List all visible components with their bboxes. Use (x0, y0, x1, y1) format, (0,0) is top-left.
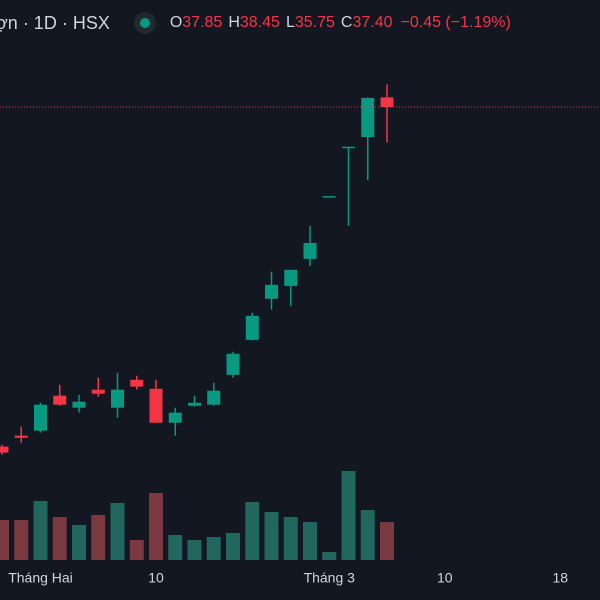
ohlc-value: 38.45 (239, 14, 280, 31)
ohlc-item: C37.40 (341, 14, 393, 31)
candle-body (303, 242, 317, 259)
volume-bar (110, 503, 125, 560)
candle-body (284, 269, 298, 286)
volume-bar (33, 501, 48, 560)
candle-body (226, 353, 240, 375)
x-tick-label: 10 (148, 570, 164, 586)
candle-body (265, 284, 278, 299)
ohlc-item: O37.85 (170, 14, 223, 31)
x-tick-label: Tháng Hai (8, 570, 73, 586)
candle-body (0, 446, 9, 453)
symbol: ợn · 1D · HSX (0, 12, 110, 33)
candle-body (361, 97, 375, 138)
volume-bar (283, 517, 298, 560)
candle-body (14, 435, 28, 438)
ohlc-item: H38.45 (228, 14, 280, 31)
volume-bar (380, 522, 394, 560)
volume-bar (91, 515, 106, 560)
volume-bar (168, 535, 183, 560)
candle-body (188, 402, 201, 406)
volume-bar (129, 540, 144, 560)
x-tick-label: 10 (437, 570, 453, 586)
ohlc-key: C (340, 14, 353, 31)
candle-body (322, 196, 336, 198)
x-tick-label: 18 (552, 570, 568, 586)
ohlc: O37.85 H38.45 L35.75 C37.40 (170, 14, 399, 32)
volume-bar (52, 517, 67, 560)
change: −0.45 (−1.19%) (400, 14, 511, 31)
candle-body (72, 401, 86, 408)
volume-bar (360, 510, 375, 560)
candle-body (91, 389, 105, 394)
ohlc-value: 35.75 (294, 14, 335, 31)
volume-bar (341, 471, 356, 560)
ohlc-value: 37.40 (352, 14, 393, 31)
volume-bar (72, 525, 86, 560)
candle-body (34, 404, 47, 431)
candle-body (149, 388, 163, 423)
candle-body (245, 315, 259, 340)
volume-bar (264, 512, 279, 560)
candle-body (53, 395, 67, 405)
volume-bar (0, 520, 9, 560)
volume-bar (206, 537, 221, 560)
ohlc-key: O (169, 14, 183, 31)
candle-body (130, 379, 144, 387)
ohlc-key: H (228, 14, 240, 31)
volume-bar (149, 493, 163, 560)
legend-header: ợn · 1D · HSX O37.85 H38.45 L35.75 C37.40 −… (0, 10, 511, 36)
volume-bar (303, 522, 317, 560)
candle-body (168, 412, 182, 423)
volume-bar (226, 533, 240, 560)
candle-body (207, 390, 221, 405)
volume-bar (322, 552, 337, 560)
volume-bar (187, 540, 202, 560)
ohlc-value: 37.85 (182, 14, 223, 31)
candle-body (111, 389, 124, 408)
ohlc-item: L35.75 (286, 14, 335, 31)
candle-body (342, 146, 355, 149)
status-dot[interactable] (133, 12, 156, 34)
volume-bar (245, 502, 260, 560)
x-tick-label: Tháng 3 (304, 570, 356, 586)
candle-body (380, 97, 394, 107)
volume-bar (14, 520, 29, 560)
ohlc-key: L (285, 14, 295, 31)
